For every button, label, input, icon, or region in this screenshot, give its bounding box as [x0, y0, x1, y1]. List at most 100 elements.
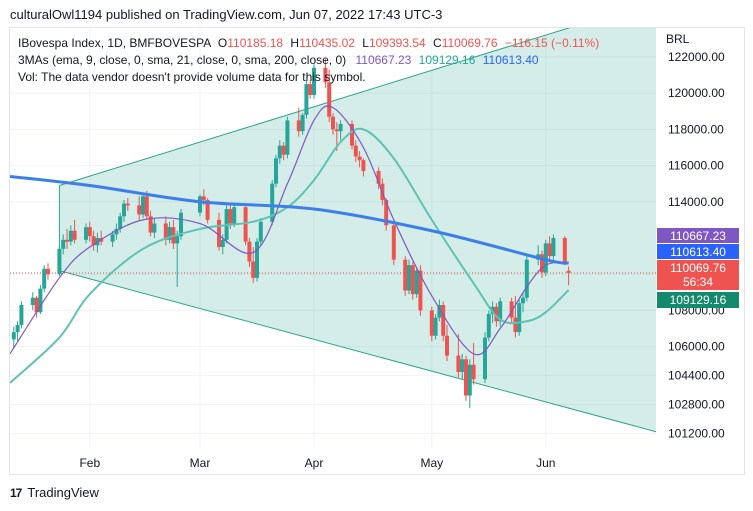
candle-body	[91, 236, 96, 246]
legend-high-label: H	[290, 36, 300, 50]
candle-body	[68, 230, 73, 242]
candle-body	[148, 216, 153, 233]
candle-body	[517, 303, 522, 333]
candle-body	[277, 145, 282, 159]
candle-body	[141, 196, 145, 215]
legend-mas-label: 3MAs (ema, 9, close, 0, sma, 21, close, …	[18, 53, 347, 67]
candle-body	[15, 324, 20, 333]
channel-fill	[59, 28, 656, 432]
price-label-value: 110667.23	[670, 229, 726, 243]
candle-body	[118, 216, 123, 229]
candle-body	[414, 270, 419, 295]
candle-body	[255, 241, 259, 278]
candle-body	[403, 259, 408, 291]
candle-body	[11, 332, 16, 340]
candle-body	[258, 221, 263, 242]
tradingview-logo-icon: 17	[10, 485, 22, 500]
candle-body	[361, 160, 366, 172]
candle-body	[513, 317, 518, 333]
candle-body	[243, 207, 248, 242]
legend-open-label: O	[217, 36, 228, 50]
candle-body	[353, 145, 358, 157]
candle-body	[391, 225, 396, 260]
candle-body	[228, 209, 233, 224]
x-tick-label: Apr	[305, 456, 324, 470]
candle-body	[163, 223, 168, 240]
publisher-line: culturalOwl1194 published on TradingView…	[10, 7, 443, 22]
ema9-line	[10, 105, 569, 356]
y-tick-label: 122000.00	[668, 50, 725, 64]
price-label-value: 109129.16	[670, 293, 727, 307]
candle-body	[521, 297, 525, 304]
candle-body	[308, 84, 313, 95]
candle-body	[562, 238, 567, 262]
candle-body	[152, 223, 157, 233]
candle-body	[327, 82, 332, 117]
legend-low-label: L	[362, 36, 369, 50]
candle-body	[251, 261, 256, 278]
legend-ma9: 110667.23	[355, 53, 412, 67]
candle-body	[61, 239, 66, 249]
candle-body	[437, 304, 442, 318]
moving-averages	[10, 105, 570, 384]
legend-high: 110435.02	[299, 36, 355, 50]
legend-open: 110185.18	[227, 36, 284, 50]
candles	[11, 58, 571, 409]
candle-body	[467, 364, 472, 396]
candle-body	[122, 203, 126, 217]
candle-body	[456, 355, 461, 372]
legend-close-label: C	[433, 36, 442, 50]
candle-body	[247, 241, 252, 262]
legend-close: 110069.76	[441, 36, 498, 50]
legend-vol-text: Vol: The data vendor doesn't provide vol…	[18, 70, 366, 84]
x-tick-label: Feb	[79, 456, 100, 470]
candle-body	[350, 123, 354, 146]
candle-body	[547, 243, 552, 257]
candle-body	[217, 219, 221, 248]
candle-body	[357, 156, 362, 161]
price-label-countdown: 56:34	[683, 275, 713, 289]
y-tick-label: 114000.00	[668, 195, 724, 209]
price-label-box	[657, 228, 739, 243]
currency-label: BRL	[666, 32, 690, 46]
candle-body	[84, 227, 88, 240]
sma21-line	[10, 127, 570, 384]
candle-body	[494, 306, 499, 322]
candle-body	[167, 227, 172, 240]
x-tick-label: Jun	[536, 456, 555, 470]
candle-body	[220, 239, 225, 248]
legend-low: 109393.54	[368, 36, 426, 50]
channel-lower-line	[59, 270, 656, 433]
price-label-box	[657, 244, 739, 259]
candle-body	[551, 238, 556, 257]
candle-body	[232, 207, 237, 224]
y-tick-label: 120000.00	[668, 86, 725, 100]
candle-body	[110, 234, 115, 242]
candle-body	[46, 268, 50, 275]
candle-body	[524, 259, 529, 298]
y-tick-label: 106000.00	[668, 340, 725, 354]
candle-body	[338, 123, 343, 132]
candle-body	[19, 304, 24, 325]
candle-body	[270, 183, 275, 222]
candle-body	[114, 228, 119, 235]
channel-upper-line	[59, 28, 571, 186]
legend-change: −116.15 (−0.11%)	[504, 36, 600, 50]
candle-body	[304, 84, 309, 115]
candle-body	[509, 301, 514, 318]
y-tick-label: 104400.00	[668, 369, 725, 383]
candle-body	[433, 317, 438, 336]
candle-body	[205, 199, 210, 220]
candle-body	[445, 335, 449, 356]
candle-body	[285, 120, 290, 155]
candle-body	[312, 67, 316, 95]
candle-body	[137, 205, 142, 215]
chart-frame	[9, 27, 745, 475]
candle-body	[376, 171, 381, 184]
candle-body	[125, 203, 130, 206]
candle-body	[441, 304, 446, 336]
candle-body	[483, 337, 487, 380]
candle-body	[175, 236, 180, 244]
candle-body	[42, 268, 47, 289]
